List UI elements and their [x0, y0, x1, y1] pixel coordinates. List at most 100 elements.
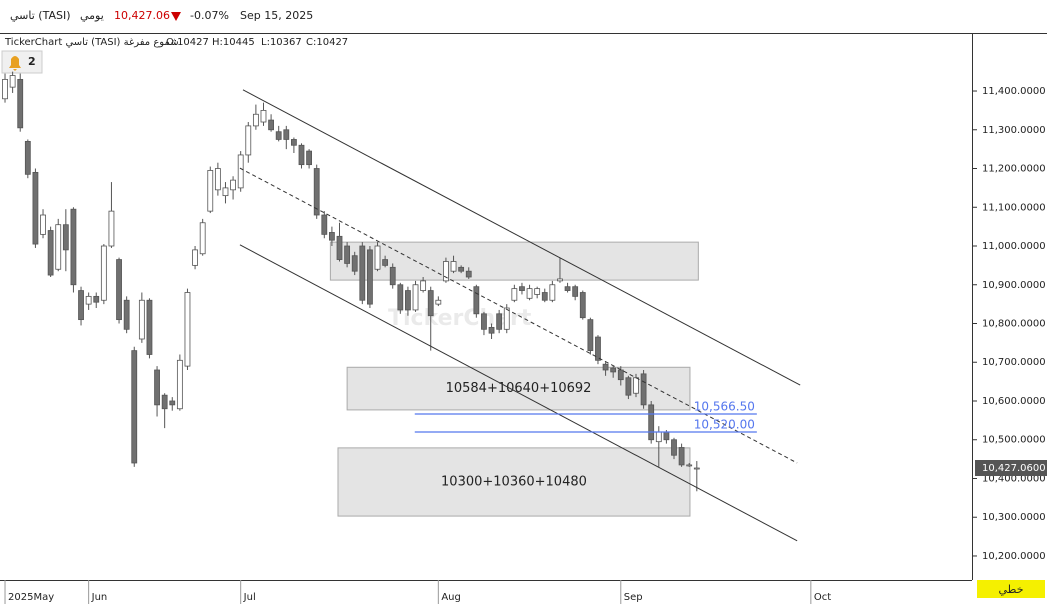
- alert-button[interactable]: [1, 50, 43, 74]
- candle-body: [389, 266, 396, 286]
- y-tick-label: 10,400.0000: [982, 473, 1046, 484]
- candle-body: [62, 224, 69, 251]
- candle-body: [633, 377, 639, 394]
- candle-body: [24, 140, 31, 175]
- candle-body: [116, 259, 122, 321]
- candle-body: [100, 245, 107, 301]
- candle-body: [207, 170, 214, 212]
- date: Sep 15, 2025: [240, 9, 313, 22]
- candle-body: [290, 139, 297, 146]
- down-arrow: [171, 12, 181, 21]
- candle-body: [283, 129, 290, 140]
- y-tick-label: 10,200.0000: [982, 551, 1046, 562]
- candle-body: [55, 224, 62, 270]
- style-button[interactable]: [977, 580, 1045, 598]
- zone-label: 10300+10360+10480: [441, 474, 587, 489]
- candle-body: [397, 284, 404, 311]
- candle-body: [412, 284, 419, 311]
- candle-body: [648, 404, 655, 441]
- candle-body: [367, 249, 373, 305]
- candle-body: [85, 295, 92, 305]
- candle-body: [473, 286, 480, 315]
- candle-body: [488, 326, 495, 334]
- period: يومي: [80, 9, 104, 22]
- ohlc-low: L:10367: [261, 37, 302, 48]
- chart-name: TickerChart تاسي (TASI) شموع مفرغة: [4, 37, 179, 48]
- candle-body: [579, 292, 586, 319]
- bell-icon: [9, 56, 21, 71]
- candle-body: [9, 75, 16, 88]
- candle-body: [572, 286, 579, 297]
- candle-body: [161, 394, 168, 410]
- candle-body: [351, 255, 358, 272]
- candle-body: [199, 222, 206, 255]
- candle-body: [465, 270, 472, 278]
- candle-body: [169, 400, 176, 406]
- candle-body: [176, 359, 183, 410]
- x-tick-label: Oct: [814, 592, 831, 603]
- candle-body: [557, 278, 563, 282]
- candle-body: [260, 109, 267, 123]
- x-tick-label: 2025May: [8, 592, 54, 603]
- y-tick-label: 10,800.0000: [982, 318, 1046, 329]
- ohlc-open: O:10427: [166, 37, 209, 48]
- candle-body: [511, 288, 518, 301]
- candle-body: [306, 150, 312, 166]
- candle-body: [450, 261, 457, 272]
- y-tick-label: 10,600.0000: [982, 396, 1046, 407]
- candle-body: [443, 261, 449, 282]
- candle-body: [131, 350, 138, 464]
- candle-body: [602, 363, 609, 371]
- candle-body: [359, 245, 366, 301]
- candle-body: [564, 286, 571, 291]
- candle-body: [496, 313, 503, 330]
- candle-body: [275, 131, 282, 140]
- candle-body: [230, 179, 236, 191]
- candle-body: [344, 245, 351, 264]
- candle-body: [32, 171, 39, 245]
- last-price-box: [975, 459, 1047, 476]
- candle-body: [541, 292, 548, 301]
- candle-body: [519, 286, 525, 291]
- candle-body: [427, 290, 434, 317]
- candle-body: [184, 292, 191, 367]
- candle-body: [237, 154, 244, 189]
- price-line-label: 10,520.00: [694, 417, 755, 431]
- y-tick-label: 11,200.0000: [982, 164, 1046, 175]
- candle-body: [405, 290, 411, 311]
- candle-body: [138, 299, 145, 340]
- zone: [337, 447, 691, 517]
- y-tick-label: 10,700.0000: [982, 357, 1046, 368]
- candle-body: [2, 78, 8, 100]
- candle-body: [252, 113, 259, 127]
- x-tick-label: Jun: [91, 592, 108, 603]
- candle-body: [617, 369, 624, 381]
- candle-body: [671, 439, 677, 456]
- candle-body: [214, 168, 221, 191]
- candle-body: [222, 187, 229, 197]
- ohlc-close: C:10427: [306, 37, 348, 48]
- ohlc-high: H:10445: [212, 37, 255, 48]
- y-tick-label: 10,500.0000: [982, 435, 1046, 446]
- y-tick-label: 11,400.0000: [982, 86, 1046, 97]
- trendline: [239, 244, 798, 542]
- candle-body: [686, 464, 693, 467]
- y-tick-label: 10,300.0000: [982, 512, 1046, 523]
- candle-body: [420, 280, 427, 291]
- price-line-label: 10,566.50: [694, 399, 755, 413]
- candle-body: [503, 307, 510, 330]
- candle-body: [78, 290, 84, 321]
- change: -0.07%: [190, 9, 229, 22]
- candle-body: [123, 299, 130, 330]
- candle-body: [108, 210, 115, 247]
- candle-body: [595, 336, 601, 361]
- x-tick-label: Sep: [624, 592, 643, 603]
- candle-body: [268, 119, 274, 131]
- candle-body: [526, 288, 533, 299]
- zone-label: 10584+10640+10692: [446, 381, 592, 396]
- candle-body: [40, 214, 46, 235]
- zone: [346, 366, 691, 411]
- candle-body: [663, 431, 670, 441]
- candle-body: [458, 266, 465, 272]
- candle-body: [693, 467, 700, 470]
